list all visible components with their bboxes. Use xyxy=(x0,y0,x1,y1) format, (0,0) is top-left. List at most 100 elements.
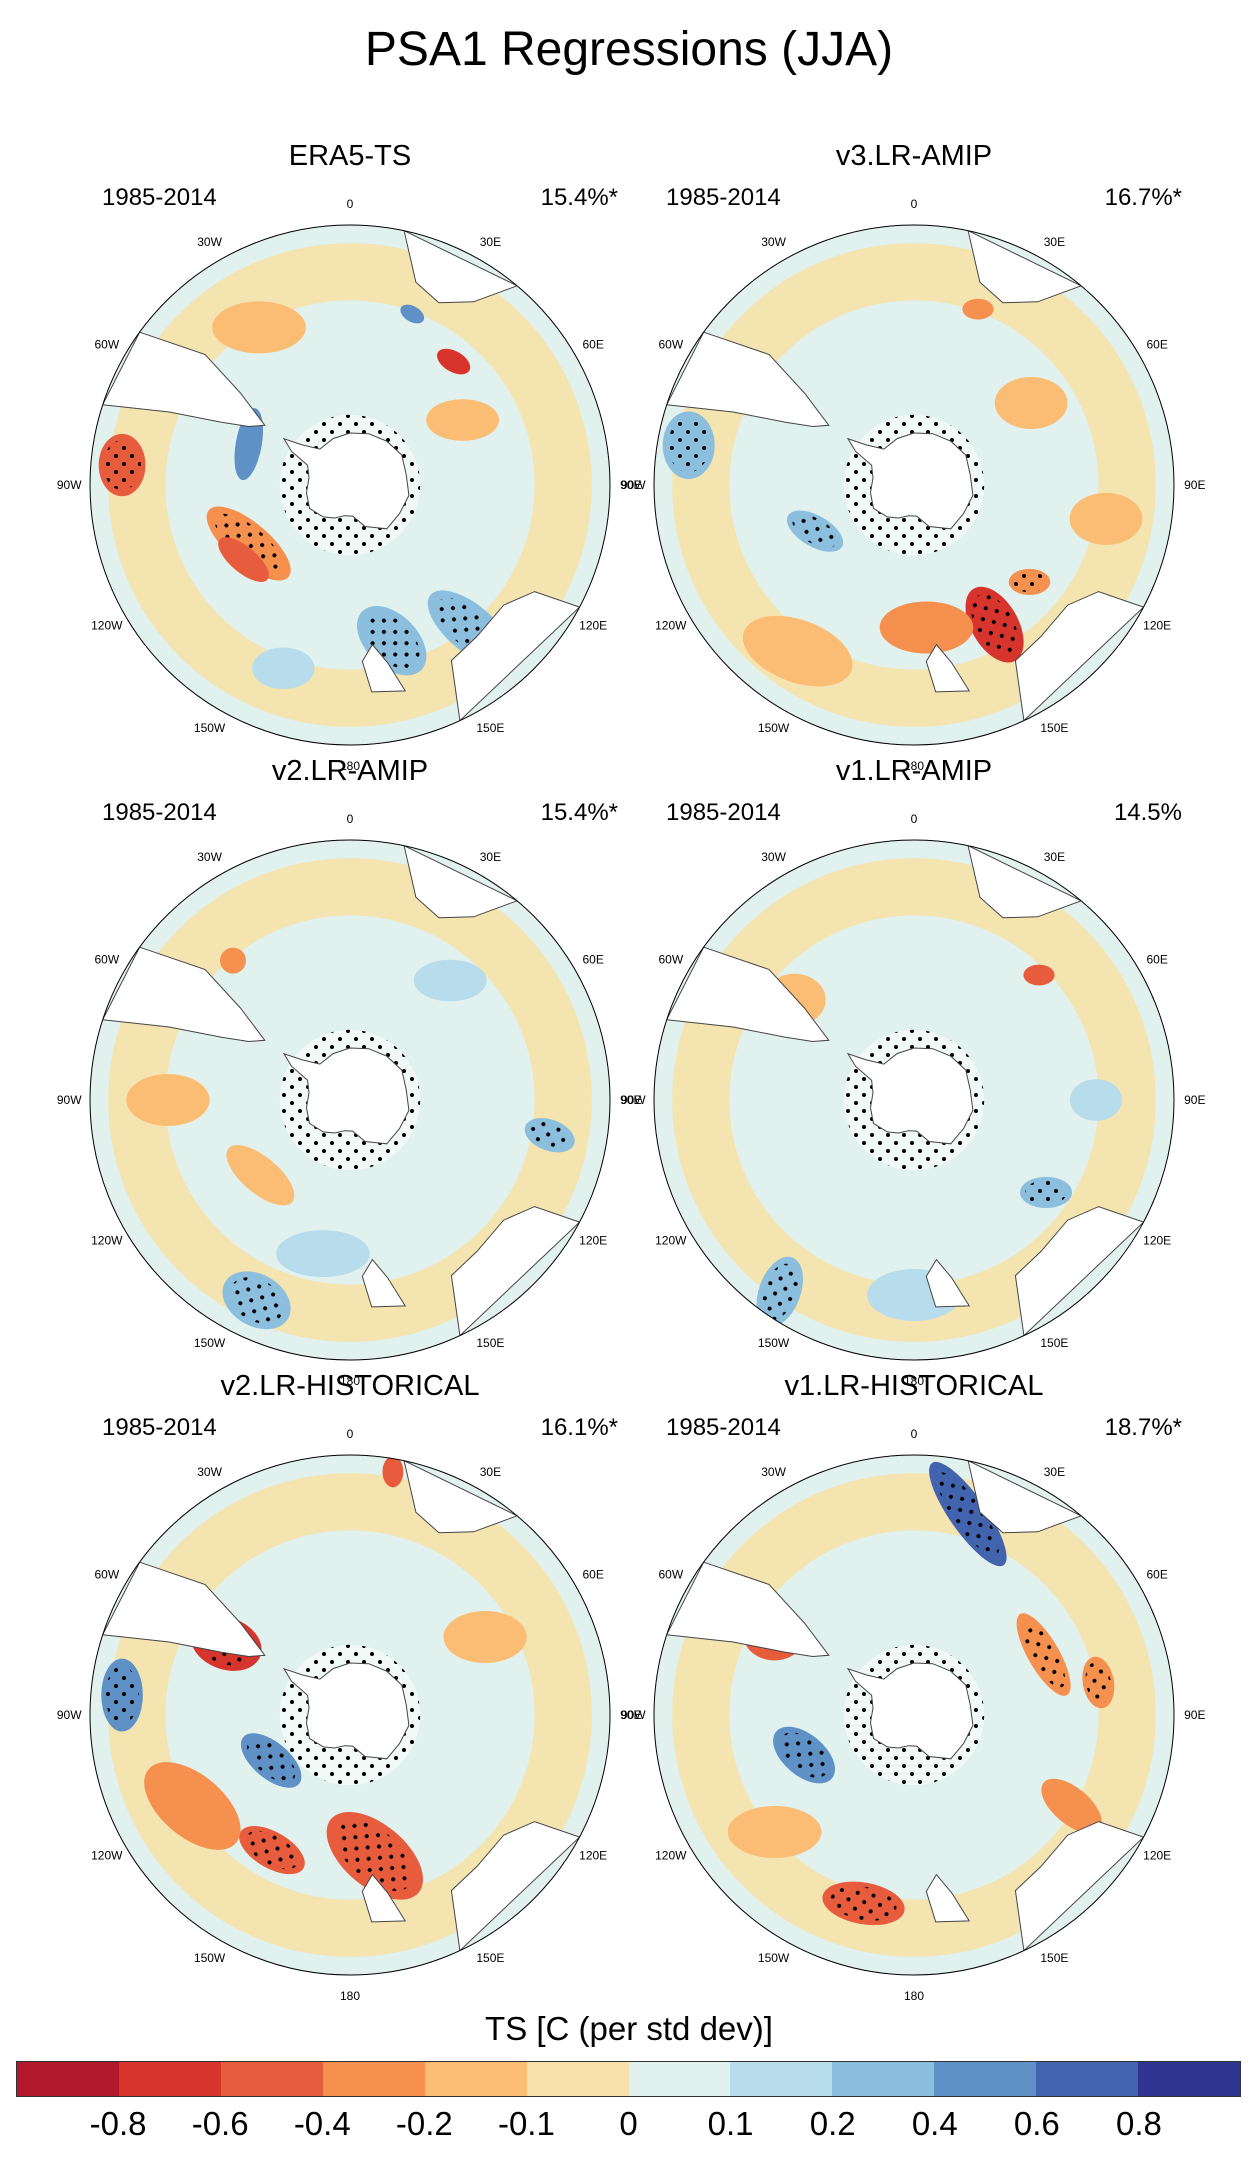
longitude-label: 90E xyxy=(1184,1093,1205,1107)
longitude-label: 120E xyxy=(579,618,607,632)
colorbar-swatch xyxy=(1138,2062,1241,2096)
panel-title: v1.LR-AMIP xyxy=(835,755,993,787)
longitude-label: 150W xyxy=(758,721,790,735)
south-america-landmass xyxy=(665,331,830,428)
antarctica-landmass xyxy=(846,1662,974,1760)
colorbar-swatch xyxy=(628,2062,731,2096)
panel-period: 1985-2014 xyxy=(102,1414,217,1441)
panel-title: ERA5-TS xyxy=(288,140,412,172)
significance-stipple xyxy=(229,1277,284,1324)
south-america-landmass xyxy=(101,1561,266,1658)
polar-map: 0 30E 60E 90E 120E 150E 180 150W 120W 90W 60W 30W xyxy=(621,197,1206,773)
anomaly-region xyxy=(443,1611,527,1663)
weak-anomaly-band xyxy=(672,243,1156,727)
longitude-label: 30W xyxy=(761,850,786,864)
anomaly-region xyxy=(413,959,487,1002)
colorbar-swatch xyxy=(424,2062,527,2096)
longitude-label: 150W xyxy=(758,1336,790,1350)
longitude-label: 90W xyxy=(621,1093,646,1107)
longitude-label: 120W xyxy=(655,1233,687,1247)
longitude-label: 30E xyxy=(480,1465,501,1479)
significance-stipple xyxy=(1021,1621,1066,1688)
longitude-label: 150E xyxy=(476,1336,504,1350)
panel-variance: 16.7%* xyxy=(1104,184,1182,211)
map-border xyxy=(653,839,1175,1361)
colorbar-swatch xyxy=(1036,2062,1139,2096)
panel-period: 1985-2014 xyxy=(666,184,781,211)
longitude-label: 120W xyxy=(91,1848,123,1862)
longitude-label: 120E xyxy=(579,1233,607,1247)
longitude-label: 150W xyxy=(758,1951,790,1965)
panel-period: 1985-2014 xyxy=(666,1414,781,1441)
map-border xyxy=(89,839,611,1361)
panel-title: v1.LR-HISTORICAL xyxy=(784,1370,1044,1402)
anomaly-region xyxy=(426,399,499,441)
longitude-label: 30E xyxy=(1044,850,1065,864)
anomaly-region xyxy=(382,1456,404,1488)
significance-stipple xyxy=(667,418,710,473)
longitude-label: 150E xyxy=(476,721,504,735)
antarctica-landmass xyxy=(282,1047,410,1145)
longitude-label: 180 xyxy=(904,759,924,773)
longitude-label: 30W xyxy=(761,235,786,249)
anomaly-region xyxy=(1023,964,1055,986)
panel-variance: 16.1%* xyxy=(540,1414,618,1441)
significance-stipple xyxy=(105,1665,139,1725)
longitude-label: 90W xyxy=(621,478,646,492)
significance-stipple xyxy=(103,440,141,491)
significance-stipple xyxy=(247,1738,296,1783)
new-zealand-landmass xyxy=(361,1258,407,1308)
longitude-label: 150E xyxy=(1040,1951,1068,1965)
south-america-landmass xyxy=(665,1561,830,1658)
antarctica-landmass xyxy=(282,1662,410,1760)
anomaly-region xyxy=(1069,492,1143,545)
anomaly-region xyxy=(252,647,315,690)
significance-stipple xyxy=(215,513,283,574)
anomaly-region xyxy=(727,1805,822,1858)
map-panel: v2.LR-AMIP 1985-2014 15.4%* 0 30E 60E 90E 120E 1… xyxy=(40,755,660,1388)
significance-stipple xyxy=(1012,571,1047,593)
polar-map: 0 30E 60E 90E 120E 150E 180 150W 120W 90W 60W 30W xyxy=(57,1427,642,2003)
antarctica-landmass xyxy=(282,432,410,530)
longitude-label: 120E xyxy=(1143,618,1171,632)
africa-landmass xyxy=(967,844,1083,919)
panel-period: 1985-2014 xyxy=(102,799,217,826)
colorbar-tick-label: -0.6 xyxy=(191,2105,249,2142)
map-border xyxy=(89,224,611,746)
longitude-label: 150E xyxy=(1040,721,1068,735)
anomaly-region xyxy=(400,304,425,324)
anomaly-region xyxy=(226,1145,295,1206)
longitude-label: 120E xyxy=(1143,1233,1171,1247)
significance-stipple xyxy=(529,1121,570,1149)
africa-landmass xyxy=(403,229,519,304)
anomaly-region xyxy=(1070,1079,1122,1121)
significance-stipple xyxy=(1025,1179,1067,1205)
anomaly-region xyxy=(220,947,247,974)
longitude-label: 150E xyxy=(476,1951,504,1965)
africa-landmass xyxy=(403,1459,519,1534)
colorbar-swatch xyxy=(526,2062,629,2096)
new-zealand-landmass xyxy=(361,643,407,693)
longitude-label: 60W xyxy=(658,953,683,967)
panel-title: v2.LR-HISTORICAL xyxy=(220,1370,480,1402)
longitude-label: 120E xyxy=(579,1848,607,1862)
longitude-label: 180 xyxy=(340,1989,360,2003)
colorbar-tick-label: -0.2 xyxy=(395,2105,453,2142)
anomaly-region xyxy=(218,537,269,582)
significance-stipple xyxy=(1085,1661,1112,1704)
polar-map: 0 30E 60E 90E 120E 150E 180 150W 120W 90W 60W 30W xyxy=(621,1427,1206,2003)
longitude-label: 90W xyxy=(57,1093,82,1107)
longitude-label: 60E xyxy=(583,338,604,352)
polar-map: 0 30E 60E 90E 120E 150E 180 150W 120W 90W 60W 30W xyxy=(57,812,642,1388)
significance-stipple xyxy=(936,1472,999,1556)
figure-title: PSA1 Regressions (JJA) xyxy=(364,23,894,76)
longitude-label: 90E xyxy=(1184,478,1205,492)
longitude-label: 150W xyxy=(194,1951,226,1965)
longitude-label: 60W xyxy=(658,338,683,352)
significance-stipple xyxy=(830,1885,897,1921)
map-border xyxy=(653,1454,1175,1976)
longitude-label: 60E xyxy=(1147,953,1168,967)
longitude-label: 90E xyxy=(620,1093,641,1107)
panel-period: 1985-2014 xyxy=(102,184,217,211)
colorbar-tick-label: -0.8 xyxy=(89,2105,147,2142)
